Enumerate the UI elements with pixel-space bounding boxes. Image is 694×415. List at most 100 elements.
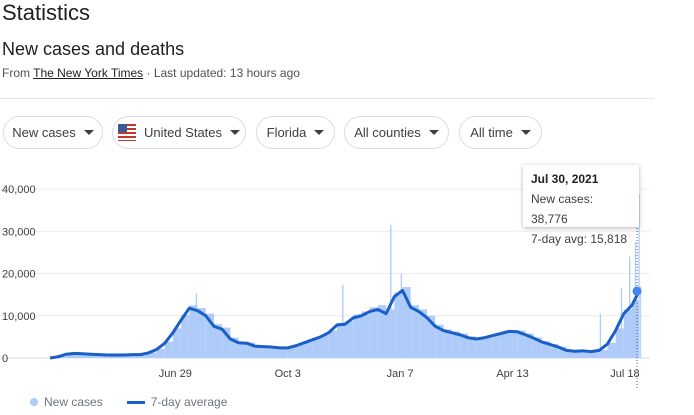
new-cases-spike-bar [342,284,344,358]
new-cases-bar [435,324,444,358]
caret-down-icon [230,130,241,135]
new-cases-bar [525,333,534,358]
new-cases-bar [377,305,387,358]
new-cases-bar [205,313,214,358]
new-cases-bar [345,321,354,358]
new-cases-bar [164,341,173,358]
new-cases-bar [131,354,141,358]
new-cases-bar [541,341,551,358]
new-cases-bar [287,347,296,358]
tooltip-avg: 7-day avg: 15,818 [531,232,628,246]
y-tick-label: 30,000 [2,226,36,238]
metric-dropdown[interactable]: New cases [3,116,103,149]
new-cases-bar [304,341,313,358]
y-tick-label: 20,000 [2,269,36,281]
new-cases-bar [230,337,239,358]
new-cases-spike-bar [620,288,623,358]
new-cases-bar [172,328,182,358]
y-tick-label: 10,000 [2,311,36,323]
new-cases-bar [418,309,428,358]
legend-new-cases: New cases [44,395,103,409]
chart-tooltip: Jul 30, 2021 New cases: 38,776 7-day avg… [523,165,639,246]
new-cases-bar [213,324,223,358]
caret-down-icon [428,130,439,135]
new-cases-bar [459,333,469,358]
new-cases-bar [533,337,542,358]
tooltip-date: Jul 30, 2021 [531,172,599,186]
new-cases-bar [82,353,91,358]
new-cases-bar [410,305,419,358]
x-tick-label: Jun 29 [159,368,192,380]
source-line: From The New York Times · Last updated: … [2,66,300,80]
new-cases-bar [623,309,632,358]
new-cases-bar [353,314,362,358]
section-title: New cases and deaths [2,39,185,59]
highlight-point [632,286,642,296]
country-label: United States [143,125,223,140]
y-tick-label: 0 [2,353,8,365]
caret-down-icon [314,130,325,135]
new-cases-bar [402,287,411,358]
new-cases-bar [246,342,255,358]
x-tick-label: Oct 3 [275,368,301,380]
new-cases-bar [476,338,485,358]
new-cases-bar [640,286,642,358]
new-cases-bar [312,338,321,358]
caret-down-icon [83,130,94,135]
state-dropdown[interactable]: Florida [256,116,335,149]
new-cases-bar [591,351,600,358]
x-tick-label: Jan 7 [387,368,414,380]
new-cases-bar [427,315,436,358]
new-cases-bar [90,353,100,358]
new-cases-bar [320,335,329,358]
new-cases-bar [189,305,198,358]
us-flag-icon [117,124,136,141]
new-cases-bar [140,354,149,358]
new-cases-bar [66,353,75,358]
seven-day-average-line [49,288,641,360]
new-cases-bar [181,314,190,358]
new-cases-bar [271,346,280,358]
country-dropdown[interactable]: United States [112,116,246,149]
last-updated: · Last updated: 13 hours ago [143,66,300,80]
legend-7-day-average: 7-day average [150,395,228,409]
new-cases-bar [468,336,477,358]
page-title: Statistics [2,0,91,25]
new-cases-spike-bar [195,293,198,358]
new-cases-bar [58,356,67,358]
new-cases-bar [492,334,501,358]
new-cases-bar [615,328,624,358]
new-cases-bar [451,331,460,358]
new-cases-bar [394,292,403,358]
new-cases-bar [328,330,337,358]
new-cases-spike-bar [390,224,392,358]
new-cases-bar [484,336,493,358]
chart-legend: New cases 7-day average [30,395,227,409]
county-label: All counties [354,125,421,140]
new-cases-bar [550,344,559,358]
metric-label: New cases [12,125,76,140]
divider [0,98,654,99]
new-cases-bar [197,308,206,358]
new-cases-bar [361,311,370,358]
source-link[interactable]: The New York Times [33,66,144,80]
avg-legend-line-icon [126,400,145,404]
county-dropdown[interactable]: All counties [344,116,449,149]
x-tick-label: Jul 18 [610,368,639,380]
time-range-dropdown[interactable]: All time [459,116,542,149]
new-cases-spike-bar [599,313,602,358]
new-cases-bar [295,344,305,358]
new-cases-bar [222,327,231,358]
caret-down-icon [520,130,531,135]
new-cases-bar [517,330,526,358]
state-label: Florida [266,125,307,140]
new-cases-bar [558,346,567,358]
new-cases-bar [238,341,247,358]
new-cases-bar [443,329,452,358]
new-cases-bar [582,350,592,358]
new-cases-bar [500,332,510,358]
new-cases-bar [148,352,157,358]
new-cases-bar [336,322,346,358]
new-cases-bar [123,354,132,358]
x-tick-label: Apr 13 [496,368,528,380]
